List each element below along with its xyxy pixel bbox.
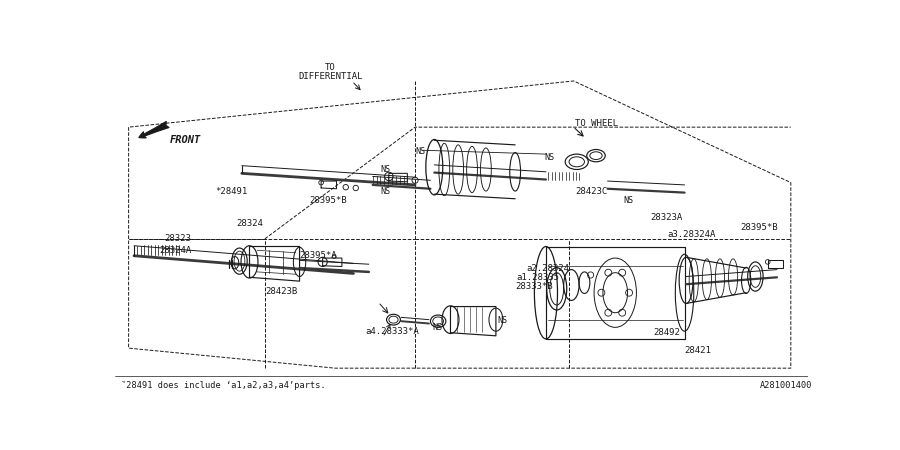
Text: a2.28324: a2.28324: [526, 264, 570, 273]
Text: 28423B: 28423B: [265, 287, 297, 296]
Text: 28395*B: 28395*B: [310, 196, 347, 205]
Text: 28395*A: 28395*A: [300, 251, 338, 260]
Text: NS: NS: [381, 187, 391, 196]
Text: 28492: 28492: [653, 328, 680, 337]
Text: 28423C: 28423C: [575, 187, 608, 196]
Text: 28324: 28324: [237, 219, 264, 228]
Text: NS: NS: [544, 153, 554, 162]
Text: *28491: *28491: [215, 187, 248, 196]
Text: NS: NS: [415, 147, 425, 156]
Text: a4.28333*A: a4.28333*A: [365, 327, 418, 336]
Text: FRONT: FRONT: [170, 135, 202, 145]
Text: TO: TO: [325, 63, 336, 72]
Text: 28324A: 28324A: [159, 246, 192, 255]
Text: ‶28491 does include ‘a1,a2,a3,a4’parts.: ‶28491 does include ‘a1,a2,a3,a4’parts.: [121, 381, 326, 390]
Text: a3.28324A: a3.28324A: [668, 230, 716, 239]
Text: 28323A: 28323A: [650, 213, 682, 222]
Text: NS: NS: [623, 196, 633, 205]
Text: DIFFERENTIAL: DIFFERENTIAL: [298, 72, 363, 81]
Text: NS: NS: [432, 323, 442, 332]
Text: 28395*B: 28395*B: [740, 223, 778, 232]
Text: 28333*B: 28333*B: [515, 282, 553, 291]
Text: TO WHEEL: TO WHEEL: [575, 119, 618, 128]
Text: 28323: 28323: [165, 234, 192, 243]
Text: NS: NS: [381, 165, 391, 174]
Text: NS: NS: [498, 316, 508, 325]
Text: 28421: 28421: [685, 346, 711, 355]
Text: A281001400: A281001400: [760, 381, 813, 390]
Text: a1.28335: a1.28335: [517, 273, 560, 282]
